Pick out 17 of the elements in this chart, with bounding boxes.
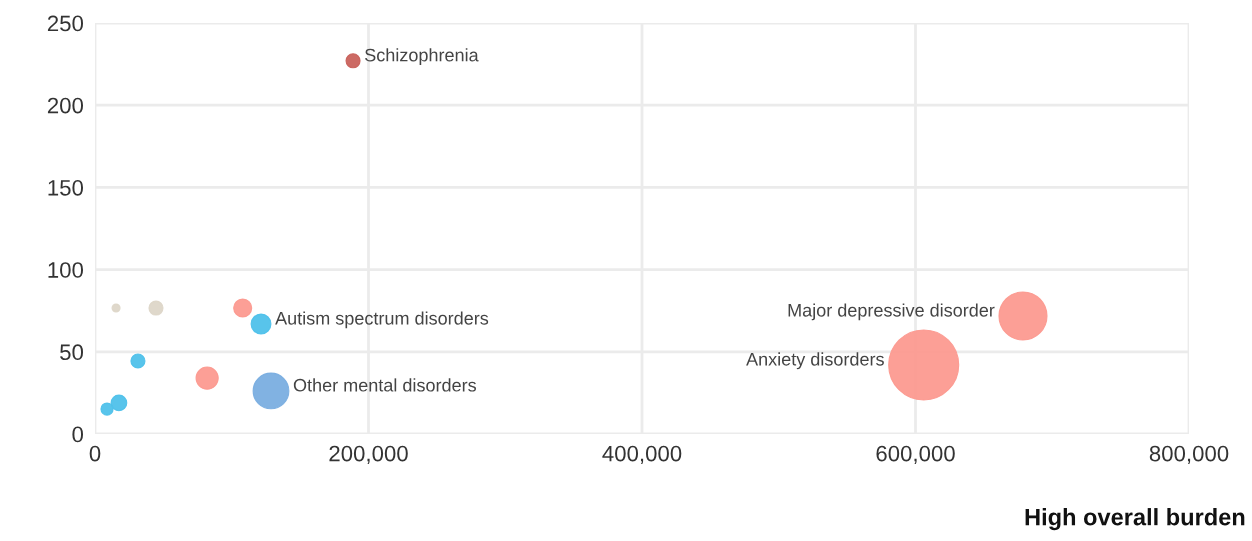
y-tick-label: 50 bbox=[60, 344, 84, 361]
annotation: Anxiety disorders bbox=[746, 352, 884, 370]
x-tick-label: 800,000 bbox=[1149, 445, 1229, 465]
y-tick-label: 250 bbox=[47, 15, 84, 32]
x-tick-label: 200,000 bbox=[329, 445, 408, 465]
annotation: Autism spectrum disorders bbox=[275, 311, 489, 329]
x-tick-label: 400,000 bbox=[602, 445, 682, 465]
x-axis-title: High overall burden bbox=[1025, 508, 1245, 531]
annotation: Other mental disorders bbox=[293, 378, 476, 392]
y-tick-label: 0 bbox=[72, 426, 84, 443]
y-tick-label: 100 bbox=[48, 262, 84, 278]
y-tick-label: 200 bbox=[47, 97, 84, 114]
y-tick-label: 150 bbox=[48, 179, 84, 196]
x-tick-label: 0 bbox=[89, 445, 101, 462]
annotation: Schizophrenia bbox=[365, 48, 479, 66]
x-tick-label: 600,000 bbox=[876, 445, 955, 465]
annotation: Major depressive disorder bbox=[788, 303, 995, 321]
